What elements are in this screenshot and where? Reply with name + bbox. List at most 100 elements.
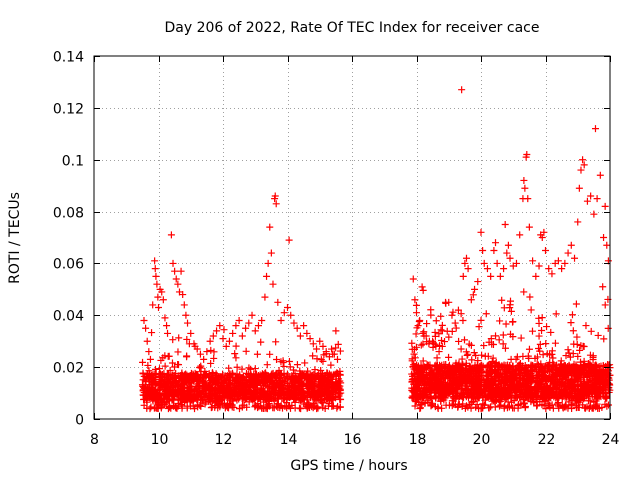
data-point (527, 306, 535, 314)
data-point (553, 380, 561, 388)
data-point (292, 395, 300, 403)
data-point (546, 403, 554, 411)
data-point (479, 246, 487, 254)
data-point (567, 319, 575, 327)
data-point (462, 385, 470, 393)
y-tick-label: 0.12 (53, 102, 84, 118)
y-tick-label: 0.1 (62, 154, 84, 170)
data-point (441, 338, 449, 346)
data-point (446, 388, 454, 396)
x-tick-label: 22 (538, 432, 556, 448)
grid-lines (94, 56, 610, 419)
data-point (457, 310, 465, 318)
data-point (579, 156, 587, 164)
data-point (242, 347, 250, 355)
data-point (156, 389, 164, 397)
data-point (528, 393, 536, 401)
data-point (428, 365, 436, 373)
data-point (423, 320, 431, 328)
data-point (432, 317, 440, 325)
data-point (445, 370, 453, 378)
data-point (212, 395, 220, 403)
data-point (418, 283, 426, 291)
data-point (290, 319, 298, 327)
data-point (472, 351, 480, 359)
data-point (468, 356, 476, 364)
data-point (553, 370, 561, 378)
data-point (329, 350, 337, 358)
data-point (417, 374, 425, 382)
data-point (234, 373, 242, 381)
data-point (449, 400, 457, 408)
data-point (454, 364, 462, 372)
data-point (164, 329, 172, 337)
data-point (526, 367, 534, 375)
data-point (581, 404, 589, 412)
data-point (529, 257, 537, 265)
data-point (530, 389, 538, 397)
data-point (601, 400, 609, 408)
data-point (506, 304, 514, 312)
data-point (277, 371, 285, 379)
data-point (537, 393, 545, 401)
data-point (163, 322, 171, 330)
data-point (263, 394, 271, 402)
data-point (172, 387, 180, 395)
data-point (418, 400, 426, 408)
data-point (469, 291, 477, 299)
data-point (157, 356, 165, 364)
data-point (601, 376, 609, 384)
y-tick-label: 0 (75, 413, 84, 429)
data-point (466, 400, 474, 408)
data-point (452, 324, 460, 332)
data-point (566, 369, 574, 377)
data-point (590, 210, 598, 218)
data-point (172, 275, 180, 283)
data-point (452, 359, 460, 367)
data-point (275, 392, 283, 400)
data-point (600, 393, 608, 401)
data-point (433, 354, 441, 362)
data-points (138, 86, 614, 413)
data-point (435, 348, 443, 356)
data-point (330, 370, 338, 378)
data-point (285, 357, 293, 365)
data-point (284, 304, 291, 312)
data-point (151, 265, 159, 273)
data-point (177, 385, 185, 393)
data-point (299, 393, 307, 401)
data-point (491, 360, 499, 368)
data-point (239, 372, 247, 380)
data-point (579, 384, 587, 392)
data-point (488, 340, 496, 348)
data-point (212, 384, 220, 392)
data-point (264, 259, 272, 267)
data-point (578, 389, 586, 397)
data-point (535, 344, 543, 352)
data-point (254, 322, 262, 330)
data-point (328, 345, 336, 353)
data-point (497, 379, 505, 387)
data-point (582, 322, 590, 330)
data-point (231, 350, 239, 358)
data-point (437, 312, 445, 320)
data-point (278, 380, 286, 388)
data-point (290, 383, 298, 391)
data-point (588, 404, 596, 412)
data-point (506, 254, 514, 262)
data-point (229, 369, 237, 377)
data-point (142, 324, 150, 332)
data-point (495, 361, 503, 369)
data-point (525, 354, 533, 362)
data-point (462, 348, 470, 356)
data-point (144, 387, 152, 395)
x-tick-label: 8 (90, 432, 99, 448)
data-point (271, 192, 279, 200)
data-point (593, 195, 601, 203)
data-point (316, 337, 324, 345)
data-point (536, 340, 544, 348)
data-point (515, 361, 523, 369)
data-point (416, 404, 424, 412)
data-point (251, 327, 259, 335)
